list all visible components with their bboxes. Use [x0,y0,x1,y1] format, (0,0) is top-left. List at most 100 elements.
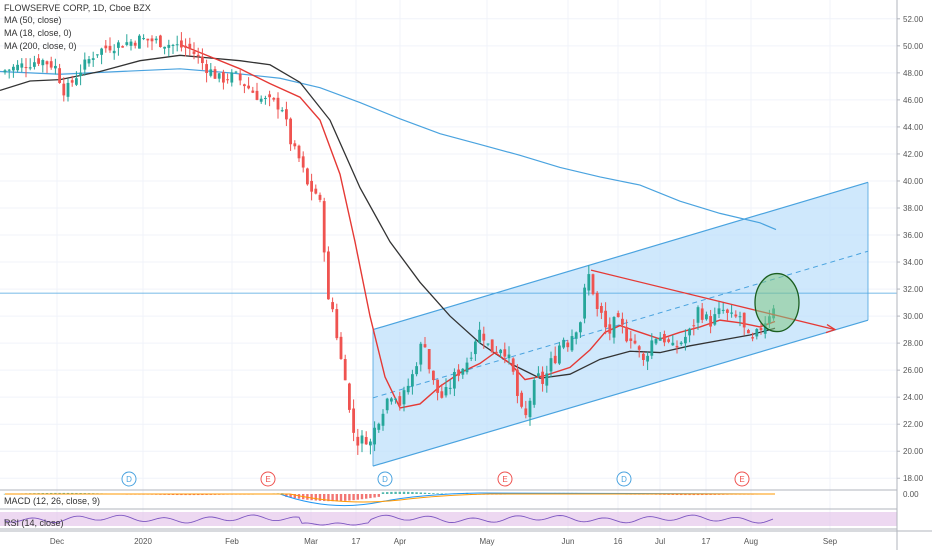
candle [520,390,523,409]
candle-body [503,349,507,357]
candle [545,365,549,393]
candle-body [713,314,717,325]
event-marker: D [616,471,632,487]
candle-body [717,308,721,315]
candle-body [730,312,733,314]
macd-bar [705,494,708,496]
candle-body [537,373,540,377]
candle-body [591,274,595,295]
candle-body [75,78,78,85]
candle [268,90,271,107]
event-marker-label: E [265,475,270,484]
candle-body [49,61,53,68]
candle-body [335,309,339,339]
macd-bar [323,494,326,502]
legend-ma18[interactable]: MA (18, close, 0) [4,28,72,38]
candle-body [478,329,481,343]
candle-body [436,379,439,393]
macd-bar [386,492,389,494]
candle-body [465,362,469,373]
candle-body [415,366,418,375]
candle-body [692,325,696,327]
candle [440,384,444,399]
macd-bar [201,494,204,496]
rsi-label[interactable]: RSI (14, close) [4,518,64,528]
x-tick-label: Feb [225,537,239,546]
candle-body [217,73,221,79]
candle [37,54,40,67]
candle [612,316,616,344]
macd-bar [176,494,179,496]
candle [369,438,372,455]
macd-bar [365,494,368,499]
candle [154,36,158,44]
macd-bar [352,494,355,501]
candle [66,78,70,102]
legend-ma50[interactable]: MA (50, close) [4,15,62,25]
candle [499,348,502,358]
event-marker-circle [734,471,750,487]
candle [629,330,633,349]
event-marker-label: D [621,475,627,484]
candle [692,319,696,336]
candle [188,37,192,56]
candle [16,60,19,73]
candle-body [138,35,141,49]
candle [91,51,95,67]
macd-bar [335,494,338,502]
macd-label[interactable]: MACD (12, 26, close, 9) [4,496,101,506]
candle-body [133,42,137,46]
candle [327,246,330,300]
legend-ma200[interactable]: MA (200, close, 0) [4,41,77,51]
candle [192,42,196,60]
candle [70,75,74,87]
candle [734,310,738,319]
candle [385,397,389,414]
candle-body [154,38,158,41]
macd-bar [701,494,704,496]
macd-bar [423,492,427,494]
candle-body [671,342,675,346]
candle-body [600,306,603,313]
candle [423,336,427,348]
price-tick-label: 38.00 [903,204,924,213]
candle-body [541,371,544,384]
regression-channel[interactable] [0,181,897,467]
channel-lower [372,319,869,467]
ma200-line [0,68,777,231]
candle-body [100,48,103,55]
candle [394,397,397,404]
annotations[interactable] [590,269,837,334]
candle-body [360,435,364,444]
event-marker: D [377,471,393,487]
candle [180,32,183,52]
candle-body [125,42,129,45]
rsi-line [4,514,774,526]
candle [524,400,528,419]
macd-bar [428,492,431,494]
candle [751,332,754,342]
candle [507,346,511,365]
candle [41,58,45,73]
candle-body [755,328,759,337]
candle [675,340,679,354]
candle [297,144,301,163]
candle [289,117,292,151]
price-tick-label: 28.00 [903,339,924,348]
candle [360,430,364,453]
candle [570,329,574,353]
candle-body [461,368,465,375]
candle [318,192,322,203]
candle [175,35,179,52]
price-tick-label: 42.00 [903,150,924,159]
candle-body [520,392,523,407]
candle-body [587,274,591,291]
event-marker: E [734,471,750,487]
price-tick-label: 18.00 [903,474,924,483]
candle-body [285,109,288,120]
candle [205,59,208,83]
candle-body [280,110,284,112]
